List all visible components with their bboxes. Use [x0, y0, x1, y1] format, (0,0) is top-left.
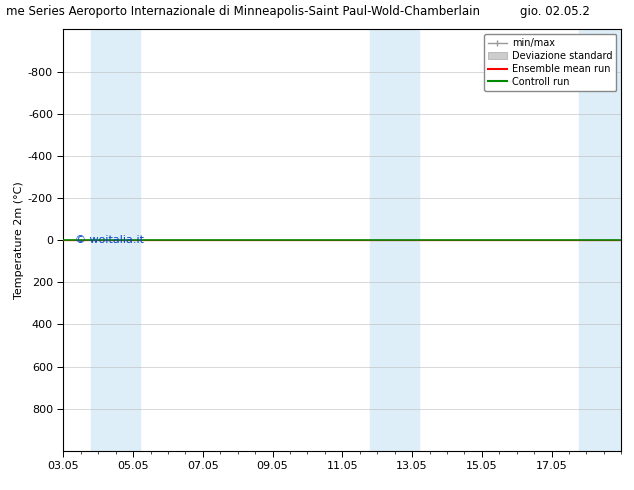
Text: © woitalia.it: © woitalia.it	[75, 235, 143, 245]
Bar	[91, 29, 140, 451]
Text: gio. 02.05.2: gio. 02.05.2	[520, 5, 590, 18]
Bar	[579, 29, 621, 451]
Legend: min/max, Deviazione standard, Ensemble mean run, Controll run: min/max, Deviazione standard, Ensemble m…	[484, 34, 616, 91]
Bar	[370, 29, 419, 451]
Text: me Series Aeroporto Internazionale di Minneapolis-Saint Paul-Wold-Chamberlain: me Series Aeroporto Internazionale di Mi…	[6, 5, 481, 18]
Y-axis label: Temperature 2m (°C): Temperature 2m (°C)	[14, 181, 23, 299]
